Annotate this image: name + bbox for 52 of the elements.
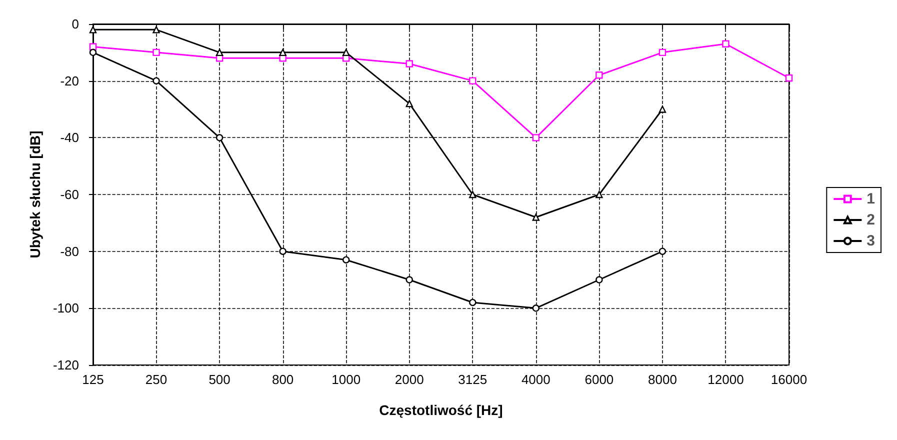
point bbox=[216, 134, 224, 142]
x-tick-label: 500 bbox=[208, 372, 230, 387]
point bbox=[152, 77, 160, 84]
x-tick-label: 2000 bbox=[394, 372, 424, 387]
x-tick-label: 3125 bbox=[458, 372, 488, 387]
point bbox=[532, 214, 540, 221]
point bbox=[469, 77, 476, 84]
y-axis-title: Ubytek słuchu [dB] bbox=[27, 130, 44, 258]
point bbox=[596, 190, 603, 198]
y-tick-label: -100 bbox=[52, 300, 79, 316]
x-tick-label: 1000 bbox=[332, 372, 361, 387]
point bbox=[596, 72, 603, 79]
y-tick-label: -40 bbox=[60, 130, 79, 146]
point bbox=[342, 48, 350, 56]
point bbox=[596, 276, 603, 284]
point bbox=[279, 48, 286, 56]
x-tick-label: 125 bbox=[82, 372, 104, 387]
point bbox=[279, 248, 286, 255]
legend-label: 2 bbox=[866, 212, 875, 228]
y-tick-label: -20 bbox=[60, 73, 79, 88]
point bbox=[89, 48, 97, 56]
point bbox=[342, 256, 350, 264]
point bbox=[785, 74, 793, 82]
legend-label: 1 bbox=[866, 190, 875, 208]
x-tick-label: 250 bbox=[145, 372, 168, 387]
point bbox=[152, 26, 160, 34]
point bbox=[722, 40, 730, 48]
y-tick-label: -60 bbox=[60, 187, 79, 202]
point bbox=[216, 48, 224, 56]
point bbox=[406, 60, 413, 68]
legend-label: 3 bbox=[866, 232, 875, 250]
point bbox=[152, 48, 160, 56]
x-tick-label: 12000 bbox=[708, 372, 744, 387]
x-tick-label: 4000 bbox=[521, 372, 550, 387]
point bbox=[532, 134, 540, 142]
x-axis-title: Częstotliwość [Hz] bbox=[379, 402, 503, 418]
point bbox=[658, 106, 666, 113]
y-tick-label: -120 bbox=[52, 358, 79, 372]
point bbox=[658, 248, 666, 255]
point bbox=[89, 43, 97, 50]
x-tick-label: 800 bbox=[272, 372, 294, 387]
point bbox=[406, 100, 413, 108]
point bbox=[658, 48, 666, 56]
point bbox=[469, 190, 476, 198]
point bbox=[532, 304, 540, 312]
x-tick-label: 8000 bbox=[648, 372, 677, 387]
y-tick-label: -80 bbox=[60, 244, 79, 259]
point bbox=[469, 298, 476, 306]
x-tick-label: 6000 bbox=[584, 372, 614, 387]
x-tick-label: 16000 bbox=[770, 372, 808, 387]
y-tick-label: 0 bbox=[72, 16, 79, 32]
point bbox=[406, 276, 413, 284]
